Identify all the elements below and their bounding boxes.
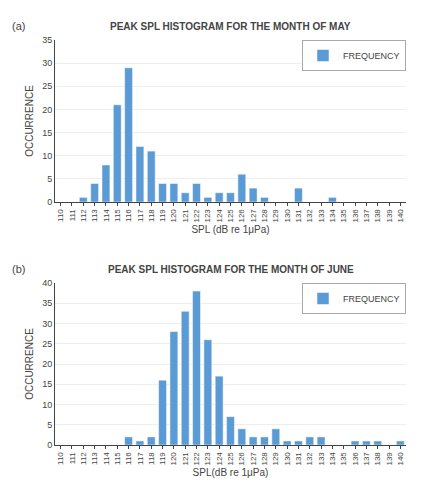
svg-text:(a): (a) [12, 20, 25, 32]
svg-text:133: 133 [317, 209, 326, 223]
svg-text:137: 137 [362, 452, 371, 466]
svg-text:10: 10 [42, 151, 52, 161]
svg-text:120: 120 [169, 209, 178, 223]
svg-text:127: 127 [249, 452, 258, 466]
svg-text:112: 112 [79, 209, 88, 222]
svg-text:OCCURRENCE: OCCURRENCE [24, 85, 35, 157]
svg-text:FREQUENCY: FREQUENCY [343, 51, 400, 61]
svg-text:116: 116 [124, 452, 133, 465]
svg-text:140: 140 [396, 209, 405, 223]
svg-text:15: 15 [42, 128, 52, 138]
svg-text:114: 114 [102, 209, 111, 222]
svg-text:114: 114 [102, 452, 111, 465]
svg-text:119: 119 [158, 452, 167, 465]
svg-text:122: 122 [192, 209, 201, 223]
svg-text:133: 133 [317, 452, 326, 466]
svg-text:126: 126 [237, 209, 246, 223]
svg-text:OCCURRENCE: OCCURRENCE [24, 328, 35, 400]
svg-text:128: 128 [260, 209, 269, 223]
svg-text:132: 132 [305, 209, 314, 223]
svg-text:118: 118 [147, 452, 156, 465]
svg-text:116: 116 [124, 209, 133, 222]
svg-text:25: 25 [42, 339, 52, 349]
svg-text:15: 15 [42, 379, 52, 389]
svg-text:138: 138 [373, 452, 382, 466]
svg-text:0: 0 [47, 197, 52, 207]
svg-text:134: 134 [328, 209, 337, 223]
svg-text:125: 125 [226, 452, 235, 466]
svg-text:123: 123 [203, 209, 212, 223]
svg-text:138: 138 [373, 209, 382, 223]
svg-text:139: 139 [385, 452, 394, 466]
svg-text:136: 136 [351, 209, 360, 223]
svg-text:110: 110 [56, 452, 65, 465]
svg-text:140: 140 [396, 452, 405, 466]
svg-text:(b): (b) [12, 263, 25, 275]
svg-text:124: 124 [215, 209, 224, 223]
svg-text:127: 127 [249, 209, 258, 223]
svg-text:135: 135 [339, 452, 348, 466]
svg-text:129: 129 [271, 452, 280, 466]
svg-text:PEAK SPL HISTOGRAM FOR THE MON: PEAK SPL HISTOGRAM FOR THE MONTH OF MAY [110, 21, 351, 32]
svg-text:5: 5 [47, 420, 52, 430]
svg-text:139: 139 [385, 209, 394, 223]
svg-text:132: 132 [305, 452, 314, 466]
svg-text:130: 130 [283, 209, 292, 223]
svg-text:131: 131 [294, 452, 303, 466]
svg-text:SPL (dB re 1μPa): SPL (dB re 1μPa) [191, 224, 269, 235]
svg-text:123: 123 [203, 452, 212, 466]
svg-text:137: 137 [362, 209, 371, 223]
svg-text:111: 111 [68, 452, 77, 465]
svg-text:115: 115 [113, 452, 122, 465]
svg-text:130: 130 [283, 452, 292, 466]
svg-text:126: 126 [237, 452, 246, 466]
svg-text:20: 20 [42, 359, 52, 369]
svg-text:113: 113 [90, 209, 99, 222]
svg-text:129: 129 [271, 209, 280, 223]
svg-text:25: 25 [42, 81, 52, 91]
svg-text:SPL(dB re 1μPa): SPL(dB re 1μPa) [193, 467, 269, 478]
svg-text:40: 40 [42, 278, 52, 288]
svg-text:10: 10 [42, 400, 52, 410]
svg-text:128: 128 [260, 452, 269, 466]
svg-text:0: 0 [47, 440, 52, 450]
svg-text:136: 136 [351, 452, 360, 466]
svg-text:120: 120 [169, 452, 178, 466]
svg-text:30: 30 [42, 319, 52, 329]
svg-text:111: 111 [68, 209, 77, 222]
svg-text:115: 115 [113, 209, 122, 222]
svg-text:110: 110 [56, 209, 65, 222]
svg-text:124: 124 [215, 452, 224, 466]
svg-text:131: 131 [294, 209, 303, 223]
svg-text:119: 119 [158, 209, 167, 222]
svg-text:121: 121 [181, 452, 190, 466]
svg-text:113: 113 [90, 452, 99, 465]
svg-text:35: 35 [42, 298, 52, 308]
svg-text:135: 135 [339, 209, 348, 223]
svg-text:PEAK SPL HISTOGRAM FOR THE MON: PEAK SPL HISTOGRAM FOR THE MONTH OF JUNE [108, 264, 354, 275]
svg-text:30: 30 [42, 58, 52, 68]
svg-text:134: 134 [328, 452, 337, 466]
svg-text:20: 20 [42, 105, 52, 115]
svg-text:117: 117 [136, 209, 145, 222]
svg-text:117: 117 [136, 452, 145, 465]
svg-text:121: 121 [181, 209, 190, 223]
svg-text:125: 125 [226, 209, 235, 223]
svg-text:35: 35 [42, 35, 52, 45]
svg-text:112: 112 [79, 452, 88, 465]
svg-text:5: 5 [47, 174, 52, 184]
svg-text:122: 122 [192, 452, 201, 466]
svg-text:FREQUENCY: FREQUENCY [343, 294, 400, 304]
svg-text:118: 118 [147, 209, 156, 222]
